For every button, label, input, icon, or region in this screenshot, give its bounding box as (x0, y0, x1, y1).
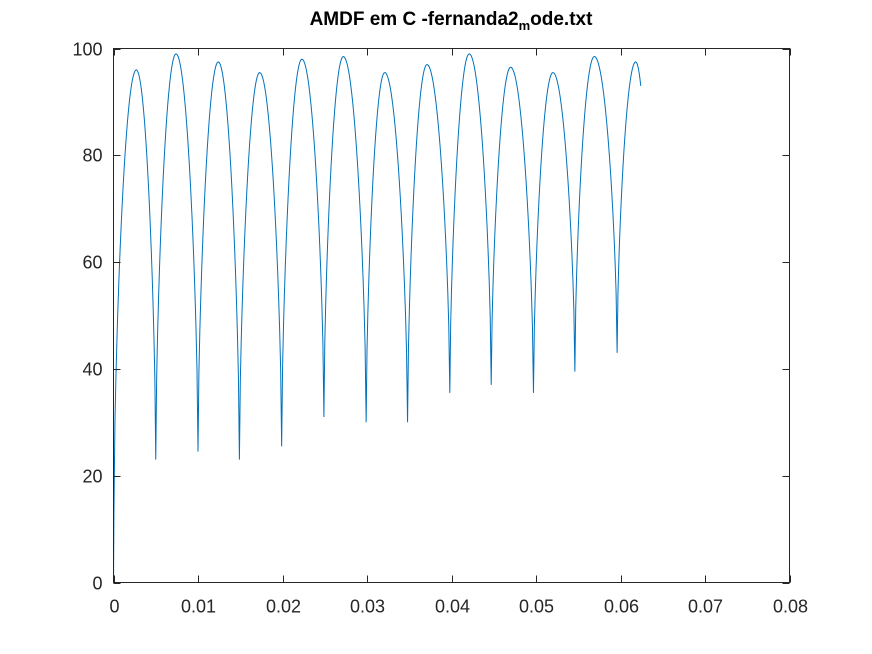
chart-title-after: ode.txt (530, 9, 593, 30)
y-tick-label: 100 (72, 40, 102, 60)
x-tick-label: 0.04 (435, 597, 470, 617)
x-tick-label: 0.01 (181, 597, 216, 617)
series-line (113, 53, 642, 583)
x-tick-label: 0.07 (688, 597, 723, 617)
axes-box (113, 48, 790, 583)
x-tick-label: 0.05 (519, 597, 554, 617)
x-tick-label: 0.08 (773, 597, 808, 617)
y-tick-label: 0 (92, 574, 102, 594)
y-axis: 0 20 40 60 80 100 (72, 40, 790, 594)
chart-title: AMDF em C -fernanda2mode.txt (310, 9, 594, 33)
x-tick-label: 0.03 (350, 597, 385, 617)
chart-title-subscript: m (519, 18, 531, 33)
x-axis: 0 0.01 0.02 0.03 0.04 0.05 0.06 0.07 0.08 (109, 48, 808, 617)
x-tick-label: 0.02 (266, 597, 301, 617)
y-tick-label: 40 (82, 360, 102, 380)
plot-area (113, 48, 790, 583)
y-tick-label: 20 (82, 467, 102, 487)
y-tick-label: 80 (82, 146, 102, 166)
x-tick-label: 0 (109, 597, 119, 617)
y-tick-label: 60 (82, 253, 102, 273)
x-tick-label: 0.06 (604, 597, 639, 617)
chart-title-main: AMDF em C -fernanda2 (310, 9, 519, 30)
